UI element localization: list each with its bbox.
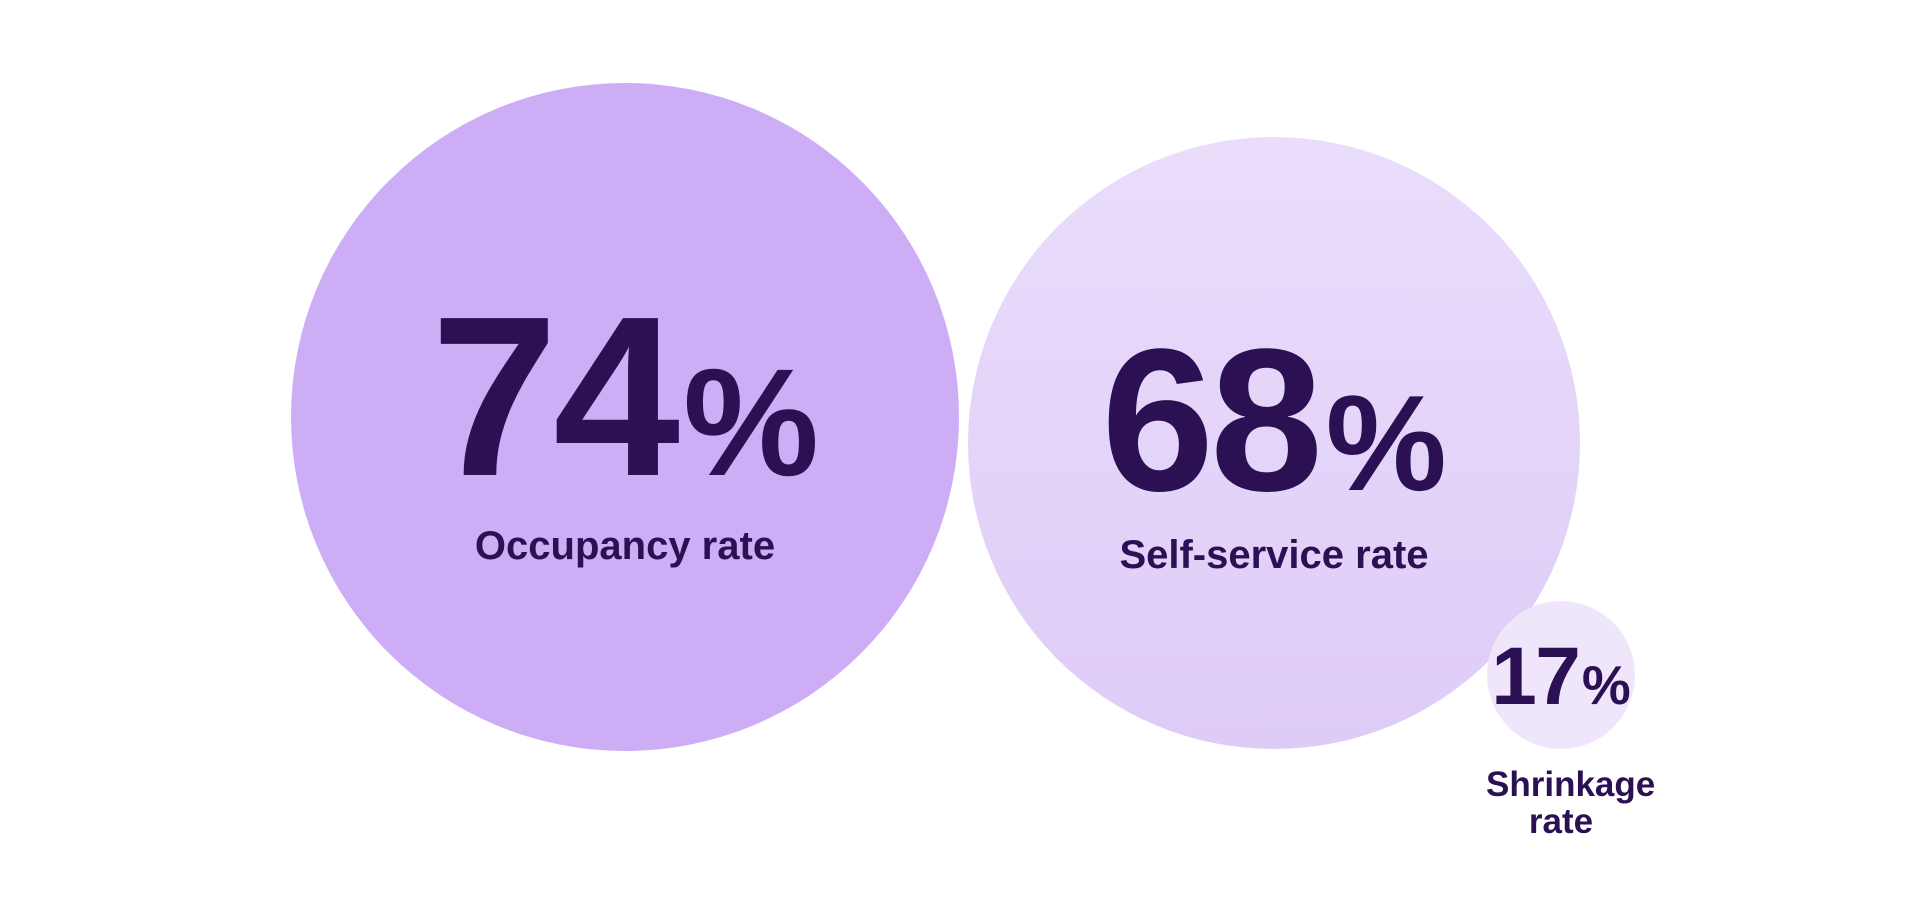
shrinkage-circle: 17% xyxy=(1487,601,1635,749)
shrinkage-group: 17% Shrinkage rate xyxy=(1486,601,1656,841)
occupancy-digits: 74 xyxy=(431,270,680,524)
occupancy-circle: 74% Occupancy rate xyxy=(291,83,959,751)
occupancy-percent-sign: % xyxy=(683,338,819,508)
self-service-circle: 68% Self-service rate xyxy=(968,137,1580,749)
self-service-percent-sign: % xyxy=(1325,367,1447,519)
self-service-value: 68% xyxy=(1101,319,1447,522)
self-service-digits: 68 xyxy=(1101,307,1323,534)
shrinkage-stack: 17% xyxy=(1491,636,1631,718)
occupancy-stack: 74% Occupancy rate xyxy=(431,283,819,568)
occupancy-label: Occupancy rate xyxy=(474,524,776,568)
self-service-label: Self-service rate xyxy=(1119,533,1429,577)
shrinkage-percent-sign: % xyxy=(1581,654,1631,716)
shrinkage-value: 17% xyxy=(1491,636,1631,718)
self-service-stack: 68% Self-service rate xyxy=(1101,319,1447,577)
shrinkage-label: Shrinkage rate xyxy=(1486,765,1656,841)
occupancy-value: 74% xyxy=(431,283,819,511)
shrinkage-digits: 17 xyxy=(1491,631,1581,722)
